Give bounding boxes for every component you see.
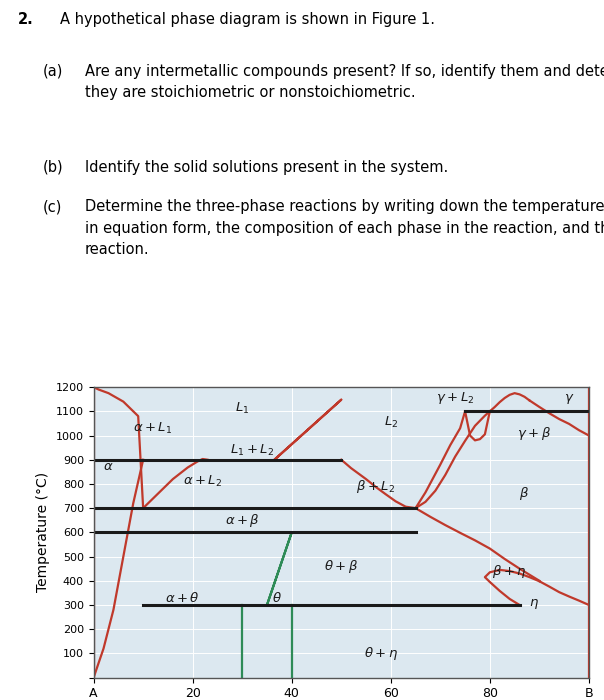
Text: (b): (b) (42, 160, 63, 174)
Text: Are any intermetallic compounds present? If so, identify them and determine whet: Are any intermetallic compounds present?… (85, 64, 604, 100)
Text: $\beta + L_2$: $\beta + L_2$ (356, 478, 396, 495)
Text: $L_1 + L_2$: $L_1 + L_2$ (230, 442, 274, 458)
Text: $L_2$: $L_2$ (384, 414, 398, 430)
Text: A hypothetical phase diagram is shown in Figure 1.: A hypothetical phase diagram is shown in… (60, 12, 435, 27)
Text: Identify the solid solutions present in the system.: Identify the solid solutions present in … (85, 160, 448, 174)
Text: $\theta$: $\theta$ (272, 591, 282, 605)
Text: $\eta$: $\eta$ (530, 597, 539, 611)
Text: $\alpha + L_1$: $\alpha + L_1$ (133, 421, 173, 436)
Text: Determine the three-phase reactions by writing down the temperature, the reactio: Determine the three-phase reactions by w… (85, 199, 604, 256)
Text: $\theta + \eta$: $\theta + \eta$ (364, 645, 398, 662)
Text: $\alpha + L_2$: $\alpha + L_2$ (183, 474, 222, 489)
Text: $\alpha + \beta$: $\alpha + \beta$ (225, 512, 260, 528)
Text: $\beta$: $\beta$ (519, 485, 530, 502)
Text: 2.: 2. (18, 12, 34, 27)
Y-axis label: Temperature (°C): Temperature (°C) (36, 473, 50, 592)
Text: $\gamma$: $\gamma$ (564, 392, 574, 406)
Text: $L_1$: $L_1$ (235, 401, 249, 416)
Text: $\beta + \eta$: $\beta + \eta$ (492, 563, 527, 580)
Text: $\alpha$: $\alpha$ (103, 461, 114, 473)
Text: $\theta + \beta$: $\theta + \beta$ (324, 558, 358, 575)
Text: $\gamma + L_2$: $\gamma + L_2$ (436, 390, 474, 406)
Text: (c): (c) (42, 199, 62, 214)
Text: (a): (a) (42, 64, 63, 79)
Text: $\alpha + \theta$: $\alpha + \theta$ (165, 591, 200, 605)
Text: $\gamma + \beta$: $\gamma + \beta$ (518, 425, 551, 442)
